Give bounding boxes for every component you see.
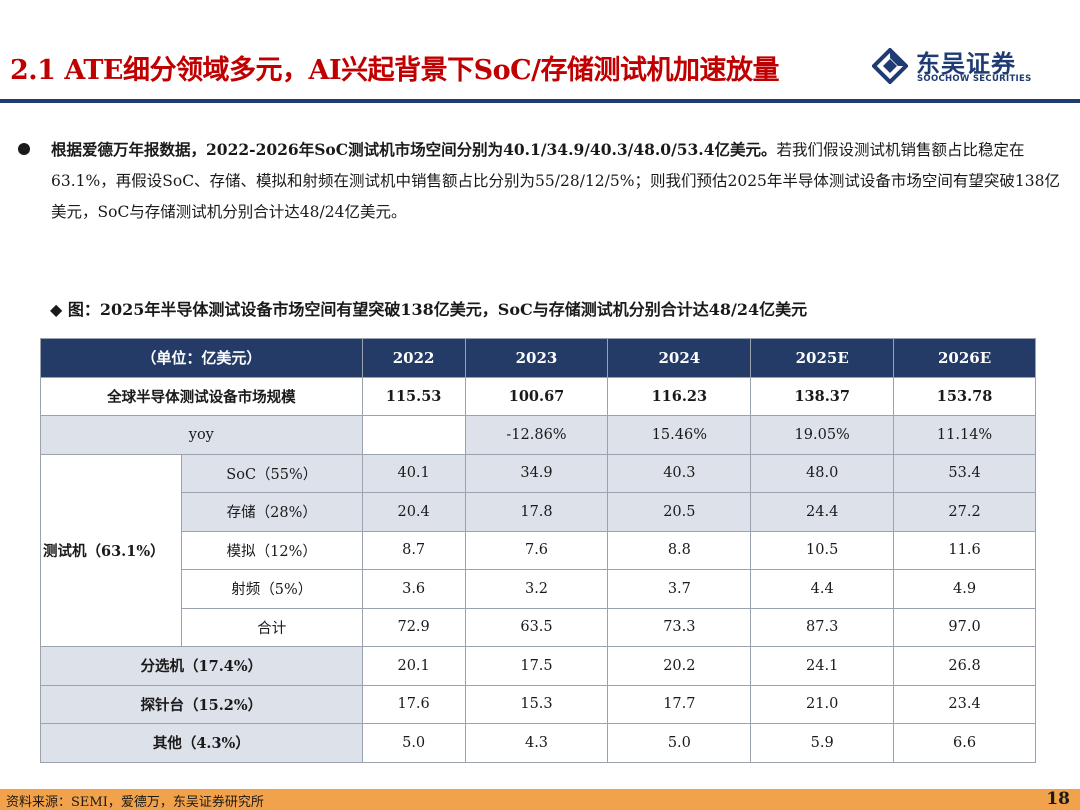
table-cell: 11.6 xyxy=(893,530,1036,570)
header-rule xyxy=(0,99,1080,103)
table-cell: 24.1 xyxy=(750,646,895,686)
table-cell xyxy=(361,415,466,455)
row-label: 探针台（15.2%） xyxy=(40,684,363,724)
table-cell: 48.0 xyxy=(750,453,895,493)
table-row-analog: 模拟（12%） 8.7 7.6 8.8 10.5 11.6 xyxy=(41,530,1036,570)
table-row-soc: 测试机（63.1%） SoC（55%） 40.1 34.9 40.3 48.0 … xyxy=(40,453,1036,647)
table-cell: 4.9 xyxy=(893,569,1036,609)
table-cell: 138.37 xyxy=(750,376,895,416)
year-header: 2026E xyxy=(893,338,1036,378)
table-cell: 17.6 xyxy=(361,684,466,724)
table-cell: 63.5 xyxy=(464,607,609,647)
row-label: 射频（5%） xyxy=(180,569,363,609)
table-cell: 15.3 xyxy=(464,684,609,724)
table-cell: 5.0 xyxy=(607,723,752,763)
table-cell: 97.0 xyxy=(893,607,1036,647)
table-cell: 10.5 xyxy=(750,530,895,570)
table-cell: 40.1 xyxy=(361,453,466,493)
year-header: 2023 xyxy=(464,338,609,378)
table-cell: 8.7 xyxy=(361,530,466,570)
table-cell: 4.3 xyxy=(464,723,609,763)
row-label: 存储（28%） xyxy=(180,492,363,532)
table-cell: 23.4 xyxy=(893,684,1036,724)
bullet-bold-text: 根据爱德万年报数据，2022-2026年SoC测试机市场空间分别为40.1/34… xyxy=(51,140,777,159)
bullet-dot-icon xyxy=(18,143,30,155)
bullet-text: 根据爱德万年报数据，2022-2026年SoC测试机市场空间分别为40.1/34… xyxy=(51,134,1066,228)
table-cell: 115.53 xyxy=(361,376,466,416)
table-row-yoy: yoy -12.86% 15.46% 19.05% 11.14% xyxy=(40,415,1036,455)
row-label: yoy xyxy=(40,415,363,455)
row-label: 模拟（12%） xyxy=(180,530,363,570)
table-cell: 40.3 xyxy=(607,453,752,493)
slide-title: 2.1 ATE细分领域多元，AI兴起背景下SoC/存储测试机加速放量 xyxy=(10,55,779,86)
bullet-normal-text: 若我们假设测试机销售额占比稳定在63.1%，再假设SoC、存储、模拟和射频在测试… xyxy=(51,141,1061,221)
table-cell: 87.3 xyxy=(750,607,895,647)
table-cell: 8.8 xyxy=(607,530,752,570)
table-header-row: （单位：亿美元） 2022 2023 2024 2025E 2026E xyxy=(40,338,1036,378)
table-cell: 6.6 xyxy=(893,723,1036,763)
table-row-memory: 存储（28%） 20.4 17.8 20.5 24.4 27.2 xyxy=(41,492,1036,532)
table-cell: 5.0 xyxy=(361,723,466,763)
company-logo: 东吴证券 SOOCHOW SECURITIES xyxy=(872,44,1072,88)
summary-bullet: 根据爱德万年报数据，2022-2026年SoC测试机市场空间分别为40.1/34… xyxy=(18,134,1066,228)
table-row-total: 合计 72.9 63.5 73.3 87.3 97.0 xyxy=(41,607,1036,647)
year-header: 2024 xyxy=(607,338,752,378)
page-number: 18 xyxy=(1046,789,1070,809)
table-cell: -12.86% xyxy=(464,415,609,455)
table-row-other: 其他（4.3%） 5.0 4.3 5.0 5.9 6.6 xyxy=(40,723,1036,763)
table-cell: 20.4 xyxy=(361,492,466,532)
table-row-handler: 分选机（17.4%） 20.1 17.5 20.2 24.1 26.8 xyxy=(40,646,1036,686)
tester-group-label: 测试机（63.1%） xyxy=(40,453,182,647)
row-label: 合计 xyxy=(180,607,363,647)
table-row-rf: 射频（5%） 3.6 3.2 3.7 4.4 4.9 xyxy=(41,569,1036,609)
table-cell: 3.2 xyxy=(464,569,609,609)
unit-header: （单位：亿美元） xyxy=(40,338,363,378)
table-cell: 11.14% xyxy=(893,415,1036,455)
year-header: 2025E xyxy=(750,338,895,378)
logo-chinese-name: 东吴证券 xyxy=(916,50,1016,78)
source-note: 资料来源：SEMI，爱德万，东吴证券研究所 xyxy=(6,795,264,810)
table-row-prober: 探针台（15.2%） 17.6 15.3 17.7 21.0 23.4 xyxy=(40,684,1036,724)
table-cell: 15.46% xyxy=(607,415,752,455)
slide-footer: 资料来源：SEMI，爱德万，东吴证券研究所 18 xyxy=(0,789,1080,810)
table-cell: 20.5 xyxy=(607,492,752,532)
table-row-market: 全球半导体测试设备市场规模 115.53 100.67 116.23 138.3… xyxy=(40,376,1036,416)
logo-english-name: SOOCHOW SECURITIES xyxy=(917,74,1032,84)
table-cell: 72.9 xyxy=(361,607,466,647)
table-cell: 100.67 xyxy=(464,376,609,416)
table-cell: 17.7 xyxy=(607,684,752,724)
table-cell: 26.8 xyxy=(893,646,1036,686)
table-cell: 3.7 xyxy=(607,569,752,609)
market-size-table: （单位：亿美元） 2022 2023 2024 2025E 2026E 全球半导… xyxy=(40,338,1036,763)
table-cell: 24.4 xyxy=(750,492,895,532)
table-cell: 7.6 xyxy=(464,530,609,570)
table-cell: 4.4 xyxy=(750,569,895,609)
table-cell: 34.9 xyxy=(464,453,609,493)
figure-caption: ◆ 图：2025年半导体测试设备市场空间有望突破138亿美元，SoC与存储测试机… xyxy=(50,300,808,319)
table-cell: 19.05% xyxy=(750,415,895,455)
table-cell: 17.8 xyxy=(464,492,609,532)
table-cell: 20.1 xyxy=(361,646,466,686)
table-cell: 21.0 xyxy=(750,684,895,724)
soochow-logo-icon xyxy=(872,48,908,84)
row-label: 全球半导体测试设备市场规模 xyxy=(40,376,363,416)
table-cell: 53.4 xyxy=(893,453,1036,493)
table-cell: 153.78 xyxy=(893,376,1036,416)
row-label: 其他（4.3%） xyxy=(40,723,363,763)
slide-header: 2.1 ATE细分领域多元，AI兴起背景下SoC/存储测试机加速放量 东吴证券 … xyxy=(0,0,1080,104)
row-label: SoC（55%） xyxy=(180,453,363,493)
table-cell: 20.2 xyxy=(607,646,752,686)
table-cell: 27.2 xyxy=(893,492,1036,532)
table-cell: 17.5 xyxy=(464,646,609,686)
table-cell: 3.6 xyxy=(361,569,466,609)
year-header: 2022 xyxy=(361,338,466,378)
table-cell: 116.23 xyxy=(607,376,752,416)
row-label: 分选机（17.4%） xyxy=(40,646,363,686)
table-cell: 73.3 xyxy=(607,607,752,647)
table-cell: 5.9 xyxy=(750,723,895,763)
